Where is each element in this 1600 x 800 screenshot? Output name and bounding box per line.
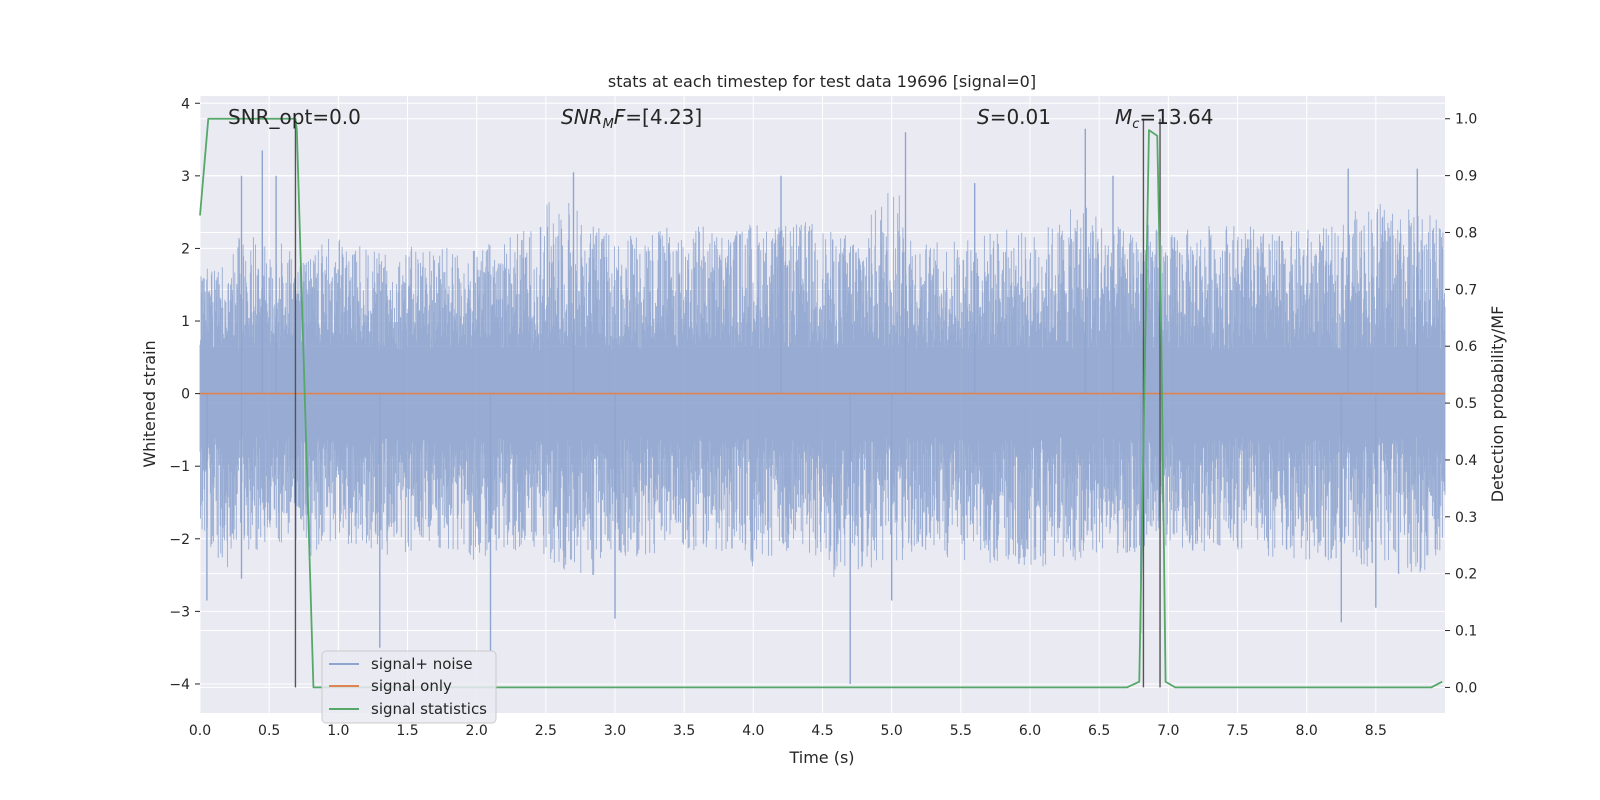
x-tick-label: 0.0 — [189, 723, 211, 739]
x-tick-label: 7.5 — [1226, 723, 1248, 739]
y2-tick-label: 0.8 — [1455, 225, 1477, 241]
x-tick-label: 4.0 — [742, 723, 764, 739]
x-tick-label: 3.5 — [673, 723, 695, 739]
y-axis-label: Whitened strain — [140, 340, 159, 467]
legend-label-signal-noise: signal+ noise — [371, 655, 473, 673]
signal-noise-trace — [199, 193, 1446, 577]
legend: signal+ noise signal only signal statist… — [321, 650, 497, 724]
x-tick-label: 7.0 — [1157, 723, 1179, 739]
y2-tick-label: 0.2 — [1455, 567, 1477, 583]
mc-annotation: Mc=13.64 — [1115, 105, 1213, 132]
x-axis-label: Time (s) — [788, 748, 854, 767]
y-tick-label: −2 — [169, 532, 190, 548]
y-tick-label: 2 — [181, 241, 190, 257]
y-tick-label: 3 — [181, 169, 190, 185]
y2-tick-label: 0.0 — [1455, 680, 1477, 696]
y2-tick-label: 0.4 — [1455, 453, 1477, 469]
y2-tick-label: 0.5 — [1455, 396, 1477, 412]
y2-tick-label: 0.1 — [1455, 624, 1477, 640]
x-tick-label: 1.0 — [327, 723, 349, 739]
y-tick-label: 4 — [181, 96, 190, 112]
y-tick-label: −4 — [169, 677, 190, 693]
x-tick-label: 5.0 — [881, 723, 903, 739]
signal-statistics-series — [199, 117, 1443, 689]
x-tick-label: 2.0 — [466, 723, 488, 739]
y-tick-label: −3 — [169, 604, 190, 620]
x-tick-label: 1.5 — [396, 723, 418, 739]
y2-tick-label: 1.0 — [1455, 112, 1477, 128]
x-tick-label: 8.0 — [1296, 723, 1318, 739]
signal-statistics-line — [199, 117, 1443, 689]
signal-noise-series — [199, 128, 1446, 684]
chart-title: stats at each timestep for test data 196… — [608, 72, 1036, 91]
y2-tick-label: 0.7 — [1455, 282, 1477, 298]
legend-label-signal-statistics: signal statistics — [371, 700, 487, 718]
x-tick-label: 3.0 — [604, 723, 626, 739]
legend-label-signal-only: signal only — [371, 677, 452, 695]
snr-mf-annotation: SNRMF=[4.23] — [561, 105, 702, 132]
signal-noise-spikes — [206, 128, 1418, 684]
x-tick-label: 4.5 — [811, 723, 833, 739]
y-tick-label: −1 — [169, 459, 190, 475]
snr-opt-annotation: SNR_opt=0.0 — [228, 105, 361, 129]
y2-tick-label: 0.9 — [1455, 169, 1477, 185]
y-tick-label: 0 — [181, 387, 190, 403]
y2-tick-label: 0.6 — [1455, 339, 1477, 355]
s-annotation: S=0.01 — [977, 105, 1051, 129]
x-tick-label: 8.5 — [1365, 723, 1387, 739]
y2-axis-label: Detection probability/MF — [1488, 306, 1507, 503]
x-tick-label: 6.0 — [1019, 723, 1041, 739]
x-tick-label: 5.5 — [950, 723, 972, 739]
y-tick-label: 1 — [181, 314, 190, 330]
x-tick-label: 0.5 — [258, 723, 280, 739]
y2-tick-labels: 1.0 0.9 0.8 0.7 0.6 0.5 0.4 0.3 0.2 0.1 0.0 — [1445, 112, 1477, 696]
x-tick-label: 2.5 — [535, 723, 557, 739]
y2-tick-label: 0.3 — [1455, 510, 1477, 526]
x-tick-labels: 0.0 0.5 1.0 1.5 2.0 2.5 3.0 3.5 4.0 4.5 5.0 5.5 6.0 6… — [189, 723, 1387, 739]
x-tick-label: 6.5 — [1088, 723, 1110, 739]
y-tick-labels: 4 3 2 1 0 −1 −2 −3 −4 — [169, 96, 200, 693]
legend-box — [321, 650, 497, 724]
